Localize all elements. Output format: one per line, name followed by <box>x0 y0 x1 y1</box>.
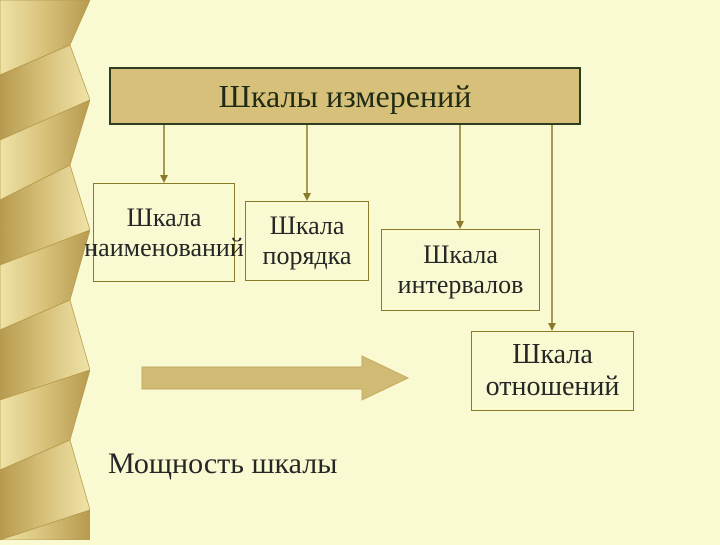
title-text: Шкалы измерений <box>219 78 472 115</box>
box-interval-text: Шкала интервалов <box>388 240 533 300</box>
title-box: Шкалы измерений <box>109 67 581 125</box>
box-interval: Шкала интервалов <box>381 229 540 311</box>
power-label-text: Мощность шкалы <box>108 447 337 480</box>
ribbon-svg <box>0 0 90 540</box>
box-nominal-text: Шкала наименований <box>84 203 244 263</box>
box-ordinal: Шкала порядка <box>245 201 369 281</box>
box-ratio-text: Шкала отношений <box>478 339 627 403</box>
box-ratio: Шкала отношений <box>471 331 634 411</box>
box-nominal: Шкала наименований <box>93 183 235 282</box>
decorative-ribbon <box>0 0 90 540</box>
power-label: Мощность шкалы <box>108 447 337 481</box>
box-ordinal-text: Шкала порядка <box>252 211 362 271</box>
